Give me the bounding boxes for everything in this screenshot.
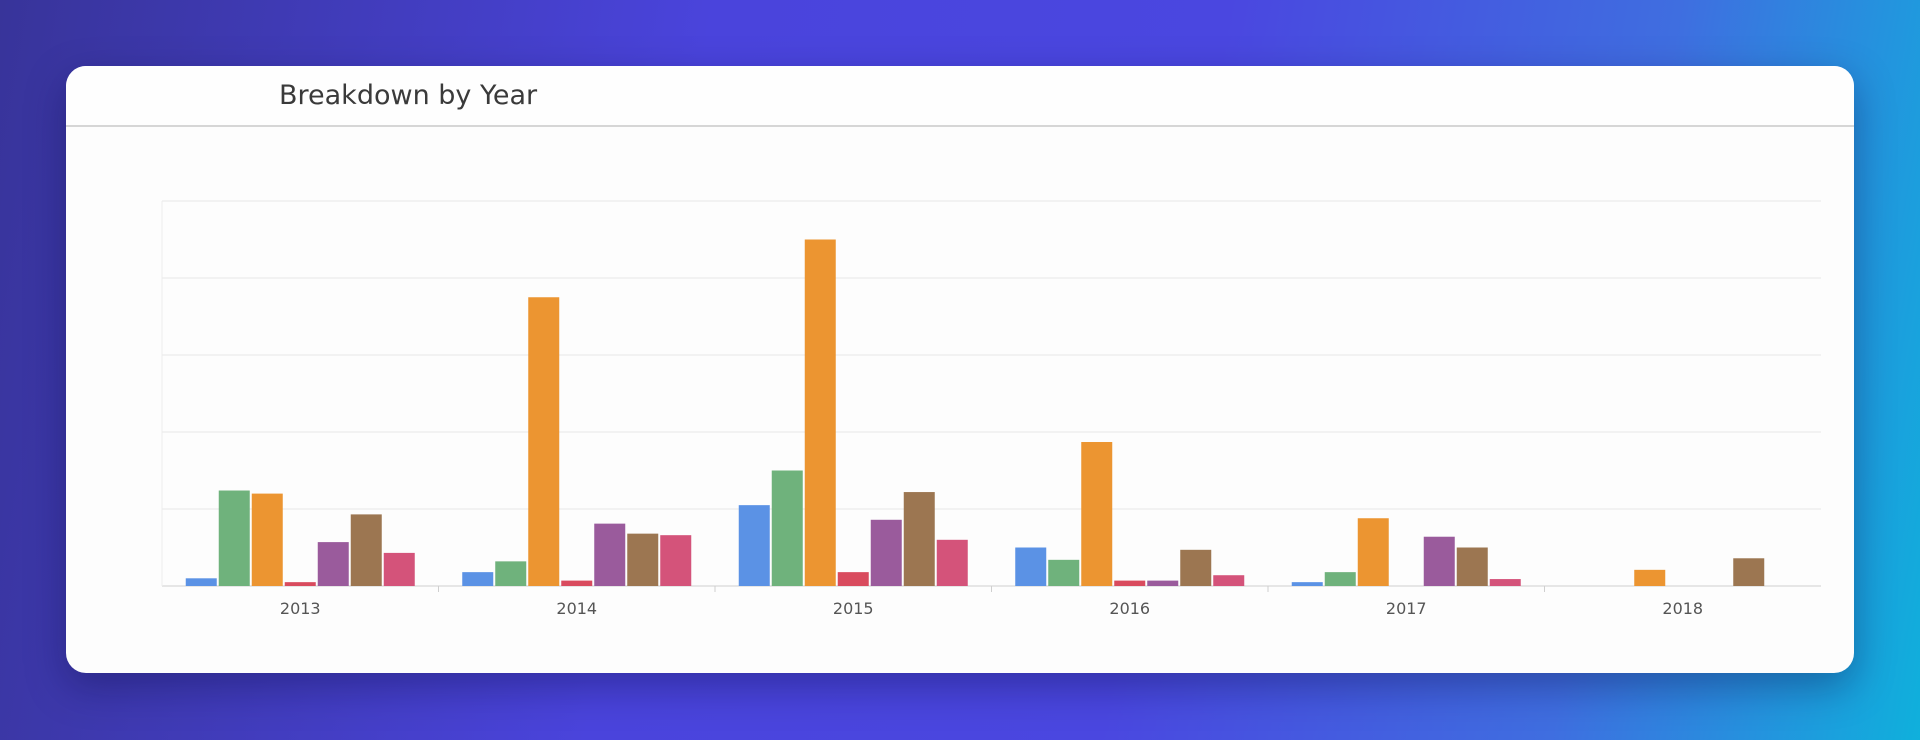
- bar-2014-series-3[interactable]: [528, 297, 560, 586]
- bar-2013-series-3[interactable]: [251, 493, 283, 586]
- bar-2016-series-7[interactable]: [1213, 575, 1245, 586]
- bar-2016-series-1[interactable]: [1015, 547, 1047, 587]
- x-tick-label: 2016: [1109, 599, 1150, 618]
- x-tick-label: 2017: [1386, 599, 1427, 618]
- bar-2016-series-5[interactable]: [1147, 580, 1179, 586]
- x-tick-label: 2014: [556, 599, 597, 618]
- bar-2014-series-2[interactable]: [495, 561, 527, 586]
- bar-2017-series-6[interactable]: [1456, 547, 1488, 587]
- bar-2013-series-1[interactable]: [185, 578, 217, 586]
- x-tick-labels: 2013 2014 2015 2016 2017 2018: [280, 599, 1703, 618]
- bar-2017-series-3[interactable]: [1357, 518, 1389, 586]
- bar-2015-series-3[interactable]: [804, 239, 836, 587]
- axes: [161, 201, 1821, 592]
- bar-2015-series-6[interactable]: [903, 492, 935, 586]
- x-tick-label: 2015: [833, 599, 874, 618]
- bar-2015-series-5[interactable]: [870, 519, 902, 586]
- bar-2016-series-2[interactable]: [1048, 559, 1080, 586]
- chart-title: Breakdown by Year: [279, 80, 538, 111]
- bar-2014-series-4[interactable]: [561, 580, 593, 586]
- bar-2018-series-3[interactable]: [1634, 569, 1666, 586]
- bar-2016-series-3[interactable]: [1081, 442, 1113, 586]
- bar-2014-series-7[interactable]: [660, 535, 692, 586]
- bar-2015-series-4[interactable]: [837, 572, 869, 586]
- bar-2013-series-2[interactable]: [218, 490, 250, 586]
- bar-2015-series-7[interactable]: [936, 539, 968, 586]
- bar-2017-series-5[interactable]: [1423, 536, 1455, 586]
- bar-2014-series-6[interactable]: [627, 533, 659, 586]
- bar-2013-series-5[interactable]: [317, 542, 349, 586]
- gridlines: [162, 200, 1821, 510]
- bar-chart: 2013 2014 2015 2016 2017 2018: [161, 200, 1821, 618]
- bar-2018-series-6[interactable]: [1733, 558, 1765, 586]
- bar-2013-series-6[interactable]: [350, 514, 382, 586]
- x-tick-label: 2013: [280, 599, 321, 618]
- bar-2016-series-6[interactable]: [1180, 549, 1212, 586]
- bar-2015-series-2[interactable]: [771, 470, 803, 587]
- bar-2013-series-4[interactable]: [284, 582, 316, 586]
- bar-2017-series-1[interactable]: [1291, 582, 1323, 586]
- bar-2015-series-1[interactable]: [738, 505, 770, 586]
- bars: [185, 239, 1765, 587]
- bar-2014-series-5[interactable]: [594, 523, 626, 586]
- bar-2016-series-4[interactable]: [1114, 580, 1146, 586]
- bar-2017-series-7[interactable]: [1489, 579, 1521, 586]
- chart-card: Breakdown by Year 2013 2014 2015 2016 2017 20…: [66, 66, 1854, 673]
- x-tick-label: 2018: [1662, 599, 1703, 618]
- card-header: Breakdown by Year: [66, 66, 1854, 127]
- bar-2013-series-7[interactable]: [383, 552, 415, 586]
- bar-2017-series-2[interactable]: [1324, 572, 1356, 586]
- bar-2014-series-1[interactable]: [462, 572, 494, 586]
